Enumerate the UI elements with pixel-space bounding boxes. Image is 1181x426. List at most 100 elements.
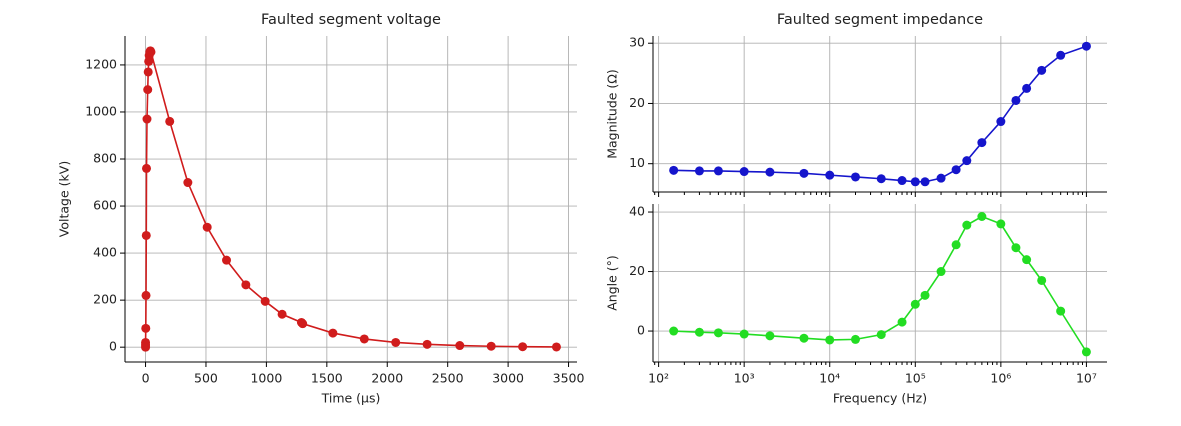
data-point bbox=[1011, 95, 1021, 105]
data-point bbox=[1081, 347, 1091, 357]
x-tick-label: 2000 bbox=[371, 371, 403, 386]
y-axis-label: Voltage (kV) bbox=[57, 161, 72, 237]
data-point bbox=[910, 177, 920, 187]
data-point bbox=[146, 47, 156, 57]
data-point bbox=[551, 342, 561, 352]
data-line bbox=[144, 49, 557, 348]
x-axis-label: Time (µs) bbox=[321, 391, 381, 406]
y-tick-label: 800 bbox=[93, 151, 117, 166]
y-axis-label: Magnitude (Ω) bbox=[605, 69, 620, 159]
data-point bbox=[713, 166, 723, 176]
data-point bbox=[241, 280, 251, 290]
data-point bbox=[977, 138, 987, 148]
data-point bbox=[143, 67, 153, 77]
y-tick-label: 20 bbox=[629, 263, 645, 278]
data-point bbox=[910, 299, 920, 309]
data-point bbox=[486, 341, 496, 351]
data-point bbox=[825, 170, 835, 180]
y-tick-label: 20 bbox=[629, 95, 645, 110]
data-point bbox=[141, 337, 151, 347]
y-axis-label: Angle (°) bbox=[605, 255, 620, 311]
chart-title: Faulted segment voltage bbox=[261, 12, 441, 28]
data-point bbox=[141, 230, 151, 240]
data-point bbox=[897, 317, 907, 327]
data-point bbox=[920, 177, 930, 187]
data-point bbox=[799, 333, 809, 343]
y-tick-label: 10 bbox=[629, 155, 645, 170]
data-point bbox=[1022, 255, 1032, 265]
data-point bbox=[1022, 83, 1032, 93]
x-tick-label: 3500 bbox=[553, 371, 585, 386]
x-tick-label: 10⁴ bbox=[819, 371, 840, 386]
data-line bbox=[673, 215, 1088, 353]
data-point bbox=[142, 163, 152, 173]
y-tick-label: 1200 bbox=[85, 56, 117, 71]
x-tick-label: 10² bbox=[648, 371, 669, 386]
data-point bbox=[996, 219, 1006, 229]
data-point bbox=[391, 337, 401, 347]
data-point bbox=[1056, 306, 1066, 316]
chart-title: Faulted segment impedance bbox=[777, 12, 983, 28]
y-tick-label: 30 bbox=[629, 35, 645, 50]
data-point bbox=[799, 168, 809, 178]
y-tick-label: 1000 bbox=[85, 103, 117, 118]
data-point bbox=[951, 240, 961, 250]
data-line bbox=[673, 45, 1087, 183]
y-tick-label: 200 bbox=[93, 292, 117, 307]
y-tick-label: 0 bbox=[637, 323, 645, 338]
x-tick-label: 500 bbox=[194, 371, 218, 386]
data-point bbox=[222, 255, 232, 265]
data-point bbox=[142, 114, 152, 124]
data-point bbox=[328, 328, 338, 338]
data-point bbox=[455, 341, 465, 351]
data-point bbox=[825, 335, 835, 345]
data-point bbox=[359, 334, 369, 344]
data-point bbox=[962, 220, 972, 230]
data-point bbox=[962, 156, 972, 166]
data-point bbox=[165, 116, 175, 126]
data-point bbox=[694, 327, 704, 337]
data-point bbox=[277, 309, 287, 319]
data-point bbox=[422, 339, 432, 349]
x-tick-label: 1000 bbox=[250, 371, 282, 386]
data-point bbox=[713, 328, 723, 338]
x-axis-label: Frequency (Hz) bbox=[833, 391, 927, 406]
data-point bbox=[936, 173, 946, 183]
data-point bbox=[183, 178, 193, 188]
data-point bbox=[850, 172, 860, 182]
y-tick-label: 0 bbox=[109, 339, 117, 354]
data-point bbox=[260, 296, 270, 306]
x-tick-label: 2500 bbox=[432, 371, 464, 386]
data-point bbox=[765, 331, 775, 341]
data-point bbox=[1081, 41, 1091, 51]
data-point bbox=[1037, 65, 1047, 75]
data-point bbox=[1056, 50, 1066, 60]
data-point bbox=[518, 342, 528, 352]
x-tick-label: 10³ bbox=[734, 371, 755, 386]
x-tick-label: 1500 bbox=[311, 371, 343, 386]
data-point bbox=[143, 85, 153, 95]
y-tick-label: 600 bbox=[93, 198, 117, 213]
data-point bbox=[669, 165, 679, 175]
y-tick-label: 400 bbox=[93, 245, 117, 260]
data-point bbox=[996, 117, 1006, 127]
data-point bbox=[951, 165, 961, 175]
data-point bbox=[765, 167, 775, 177]
data-point bbox=[739, 329, 749, 339]
data-point bbox=[141, 323, 151, 333]
x-tick-label: 10⁷ bbox=[1076, 371, 1097, 386]
data-point bbox=[141, 290, 151, 300]
data-point bbox=[202, 222, 212, 232]
data-point bbox=[920, 290, 930, 300]
x-tick-label: 10⁶ bbox=[990, 371, 1011, 386]
data-point bbox=[876, 174, 886, 184]
data-point bbox=[850, 334, 860, 344]
data-point bbox=[936, 267, 946, 277]
data-point bbox=[694, 166, 704, 176]
x-tick-label: 10⁵ bbox=[905, 371, 926, 386]
data-point bbox=[739, 167, 749, 177]
data-point bbox=[876, 330, 886, 340]
data-point bbox=[298, 319, 308, 329]
data-point bbox=[897, 176, 907, 186]
